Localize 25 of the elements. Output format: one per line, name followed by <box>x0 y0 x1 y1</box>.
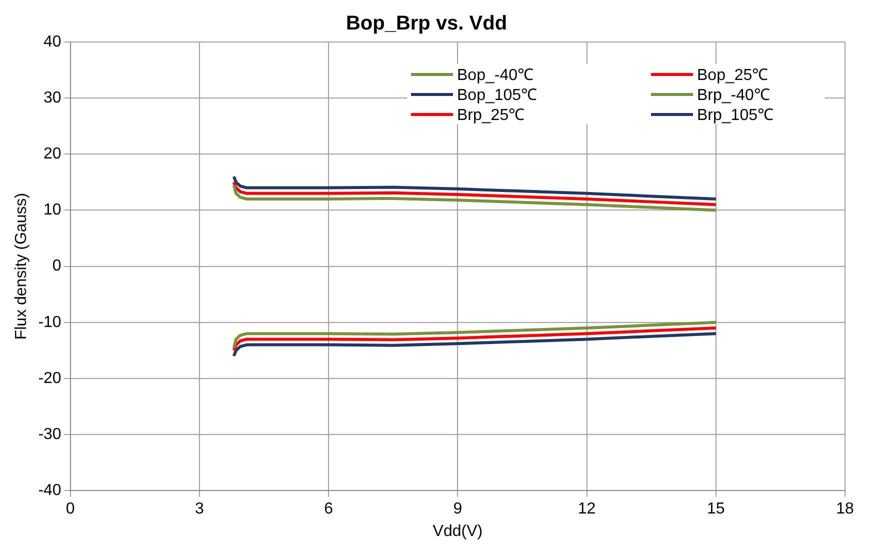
y-tick-label: -30 <box>38 426 62 443</box>
x-tick-label: 0 <box>66 500 75 518</box>
y-tick-label: -10 <box>38 314 62 331</box>
chart-title: Bop_Brp vs. Vdd <box>346 12 508 35</box>
legend-label: Bop_-40℃ <box>457 66 534 85</box>
x-tick-label: 18 <box>836 500 854 518</box>
x-tick-label: 15 <box>706 500 725 518</box>
y-tick-label: 30 <box>44 89 62 106</box>
y-tick-label: 40 <box>44 33 62 50</box>
legend-label: Brp_105℃ <box>697 106 774 125</box>
y-tick-label: -40 <box>38 482 62 500</box>
y-tick-label: 20 <box>44 146 62 163</box>
legend-label: Bop_25℃ <box>697 66 768 85</box>
legend-label: Brp_-40℃ <box>697 86 770 105</box>
y-axis-title: Flux density (Gauss) <box>13 192 30 340</box>
y-tick-label: 10 <box>44 202 62 219</box>
legend-label: Bop_105℃ <box>457 86 538 105</box>
x-tick-label: 3 <box>194 500 204 518</box>
x-axis-title: Vdd(V) <box>432 522 483 540</box>
y-tick-label: 0 <box>52 258 62 275</box>
y-tick-label: -20 <box>38 370 62 387</box>
legend-label: Brp_25℃ <box>457 106 525 125</box>
x-tick-label: 9 <box>453 500 462 518</box>
x-tick-label: 12 <box>578 500 596 518</box>
x-tick-label: 6 <box>324 500 334 518</box>
